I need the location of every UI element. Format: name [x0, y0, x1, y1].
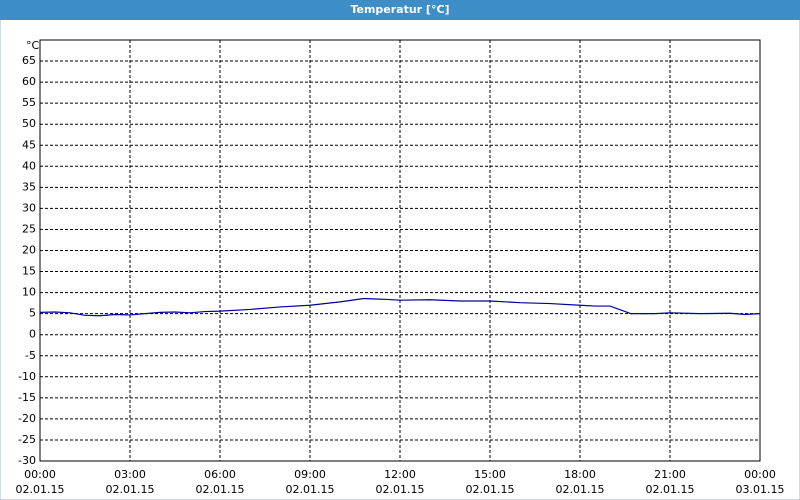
- x-tick-label: 18:00: [564, 468, 596, 481]
- x-tick-label: 00:00: [24, 468, 56, 481]
- data-line: [39, 297, 761, 317]
- x-tick-date: 03.01.15: [736, 483, 785, 496]
- x-tick-date: 02.01.15: [556, 483, 605, 496]
- y-tick-label: 55: [22, 96, 36, 109]
- x-tick-label: 09:00: [294, 468, 326, 481]
- x-tick-label: 15:00: [474, 468, 506, 481]
- x-tick-label: 12:00: [384, 468, 416, 481]
- y-tick-label: 35: [22, 180, 36, 193]
- y-tick-label: -30: [18, 454, 36, 467]
- x-tick-date: 02.01.15: [286, 483, 335, 496]
- y-tick-label: -25: [18, 433, 36, 446]
- y-tick-label: 10: [22, 286, 36, 299]
- x-tick-label: 06:00: [204, 468, 236, 481]
- y-tick-label: -15: [18, 391, 36, 404]
- title-bar: [0, 0, 800, 20]
- y-tick-label: 20: [22, 244, 36, 257]
- x-tick-date: 02.01.15: [646, 483, 695, 496]
- y-tick-label: -10: [18, 370, 36, 383]
- chart-title: Temperatur [°C]: [350, 3, 449, 16]
- x-tick-date: 02.01.15: [196, 483, 245, 496]
- x-tick-date: 02.01.15: [106, 483, 155, 496]
- y-axis-label: °C: [26, 39, 40, 52]
- y-tick-label: 30: [22, 201, 36, 214]
- x-tick-date: 02.01.15: [466, 483, 515, 496]
- y-tick-label: -20: [18, 412, 36, 425]
- y-tick-label: 45: [22, 138, 36, 151]
- y-tick-label: 25: [22, 222, 36, 235]
- y-tick-label: 15: [22, 265, 36, 278]
- x-tick-date: 02.01.15: [376, 483, 425, 496]
- y-tick-label: 0: [29, 328, 36, 341]
- y-tick-label: 65: [22, 54, 36, 67]
- x-tick-label: 03:00: [114, 468, 146, 481]
- y-tick-label: 40: [22, 159, 36, 172]
- y-tick-label: 5: [29, 307, 36, 320]
- y-tick-label: -5: [25, 349, 36, 362]
- x-tick-label: 00:00: [744, 468, 776, 481]
- y-tick-label: 50: [22, 117, 36, 130]
- x-tick-label: 21:00: [654, 468, 686, 481]
- y-tick-label: 60: [22, 75, 36, 88]
- x-tick-date: 02.01.15: [16, 483, 65, 496]
